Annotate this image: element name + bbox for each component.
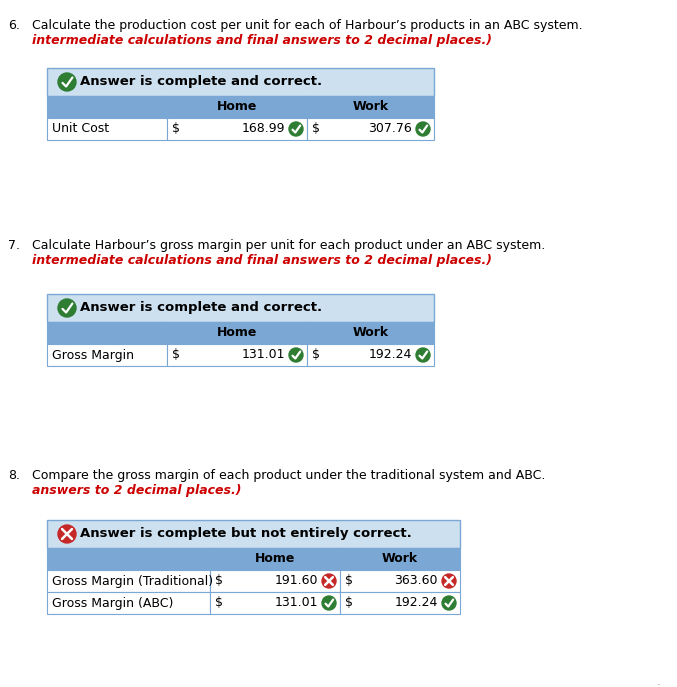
Bar xyxy=(47,344,167,366)
Bar xyxy=(167,96,307,118)
Circle shape xyxy=(58,525,76,543)
Circle shape xyxy=(58,73,76,91)
Text: $: $ xyxy=(215,574,223,587)
Text: Answer is complete and correct.: Answer is complete and correct. xyxy=(80,76,322,89)
Bar xyxy=(47,118,167,140)
Circle shape xyxy=(416,122,430,136)
Circle shape xyxy=(442,596,456,610)
Bar xyxy=(340,548,460,570)
Text: Gross Margin (Traditional): Gross Margin (Traditional) xyxy=(52,574,213,587)
Bar xyxy=(47,592,210,614)
Text: $: $ xyxy=(172,348,180,361)
Text: Gross Margin: Gross Margin xyxy=(52,348,134,361)
Circle shape xyxy=(58,299,76,317)
Text: Answer is complete and correct.: Answer is complete and correct. xyxy=(80,302,322,315)
Text: intermediate calculations and final answers to 2 decimal places.): intermediate calculations and final answ… xyxy=(32,34,492,47)
Text: 131.01: 131.01 xyxy=(274,596,318,609)
Circle shape xyxy=(416,348,430,362)
Bar xyxy=(307,118,434,140)
Text: 6.: 6. xyxy=(8,19,20,32)
Text: 191.60: 191.60 xyxy=(274,574,318,587)
Circle shape xyxy=(442,574,456,588)
Bar xyxy=(307,344,434,366)
Text: Home: Home xyxy=(217,326,257,339)
Text: 131.01: 131.01 xyxy=(242,348,285,361)
Text: $: $ xyxy=(312,122,320,135)
Text: answers to 2 decimal places.): answers to 2 decimal places.) xyxy=(32,484,242,497)
Bar xyxy=(47,96,167,118)
Text: Gross Margin (ABC): Gross Margin (ABC) xyxy=(52,596,173,609)
Text: $: $ xyxy=(345,596,353,609)
Text: Home: Home xyxy=(255,552,295,565)
Text: 363.60: 363.60 xyxy=(395,574,438,587)
Text: Calculate the production cost per unit for each of Harbour’s products in an ABC : Calculate the production cost per unit f… xyxy=(32,19,583,32)
Text: 168.99: 168.99 xyxy=(242,122,285,135)
Bar xyxy=(47,570,210,592)
Circle shape xyxy=(322,596,336,610)
Text: Calculate Harbour’s gross margin per unit for each product under an ABC system.: Calculate Harbour’s gross margin per uni… xyxy=(32,239,545,252)
Text: $: $ xyxy=(172,122,180,135)
Circle shape xyxy=(289,348,303,362)
Bar xyxy=(47,68,434,96)
Circle shape xyxy=(289,122,303,136)
Bar xyxy=(47,322,167,344)
Bar xyxy=(340,570,460,592)
Text: Work: Work xyxy=(353,326,389,339)
Bar xyxy=(307,96,434,118)
Text: $: $ xyxy=(312,348,320,361)
Bar xyxy=(47,294,434,322)
Bar xyxy=(47,548,210,570)
Text: intermediate calculations and final answers to 2 decimal places.): intermediate calculations and final answ… xyxy=(32,254,492,267)
Text: .: . xyxy=(657,677,661,687)
Bar xyxy=(167,322,307,344)
Bar xyxy=(47,520,460,548)
Bar xyxy=(210,570,340,592)
Text: 192.24: 192.24 xyxy=(395,596,438,609)
Text: Work: Work xyxy=(382,552,418,565)
Text: 307.76: 307.76 xyxy=(368,122,412,135)
Text: $: $ xyxy=(345,574,353,587)
Text: 8.: 8. xyxy=(8,469,20,482)
Text: 192.24: 192.24 xyxy=(368,348,412,361)
Text: Work: Work xyxy=(353,100,389,113)
Text: 7.: 7. xyxy=(8,239,20,252)
Bar xyxy=(210,592,340,614)
Bar xyxy=(307,322,434,344)
Bar xyxy=(167,344,307,366)
Text: $: $ xyxy=(215,596,223,609)
Text: Compare the gross margin of each product under the traditional system and ABC.: Compare the gross margin of each product… xyxy=(32,469,546,482)
Text: Answer is complete but not entirely correct.: Answer is complete but not entirely corr… xyxy=(80,528,412,541)
Bar xyxy=(210,548,340,570)
Bar xyxy=(340,592,460,614)
Circle shape xyxy=(322,574,336,588)
Text: Unit Cost: Unit Cost xyxy=(52,122,109,135)
Text: Home: Home xyxy=(217,100,257,113)
Bar xyxy=(167,118,307,140)
